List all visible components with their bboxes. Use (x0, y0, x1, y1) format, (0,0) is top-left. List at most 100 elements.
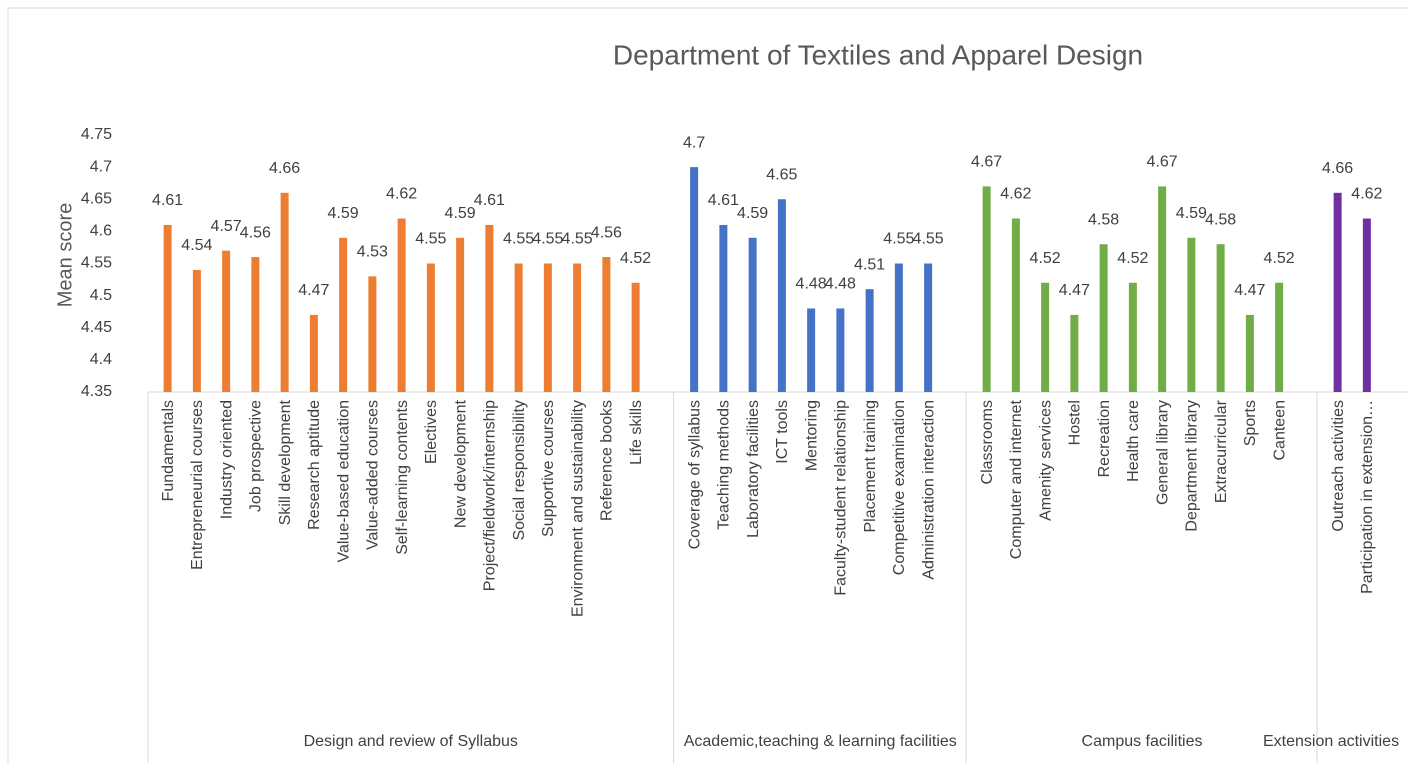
bar (1362, 218, 1371, 392)
value-label: 4.61 (474, 192, 505, 209)
x-tick-label: Value-added courses (365, 400, 382, 550)
x-tick-label: Mentoring (803, 400, 820, 471)
bar (1216, 244, 1225, 392)
x-tick-label: Faculty-student relationship (833, 400, 850, 596)
x-tick-label: Project/fieldwork/internship (482, 400, 499, 591)
value-label: 4.54 (181, 237, 212, 254)
y-axis-label: Mean score (54, 203, 76, 308)
bar (251, 257, 260, 392)
x-tick-label: Life skills (628, 400, 645, 465)
bar (1099, 244, 1108, 392)
bar (485, 224, 494, 392)
bar (924, 263, 933, 392)
bar (1158, 186, 1167, 392)
value-label: 4.57 (211, 218, 242, 235)
value-label: 4.66 (269, 160, 300, 177)
bar (309, 314, 318, 392)
value-label: 4.58 (1088, 211, 1119, 228)
x-tick-label: Environment and sustainability (569, 400, 586, 617)
x-tick-label: Entrepreneurial courses (189, 400, 206, 570)
value-label: 4.52 (620, 250, 651, 267)
value-label: 4.59 (1176, 205, 1207, 222)
bar (690, 167, 699, 392)
bar (631, 282, 640, 392)
value-label: 4.65 (766, 166, 797, 183)
value-label: 4.7 (683, 134, 705, 151)
y-tick-label: 4.55 (81, 255, 112, 272)
x-tick-label: Social responsibility (511, 400, 528, 541)
value-label: 4.55 (883, 231, 914, 248)
value-label: 4.62 (1351, 186, 1382, 203)
x-tick-label: Outreach activities (1330, 400, 1347, 532)
value-label: 4.66 (1322, 160, 1353, 177)
bar (426, 263, 435, 392)
value-label: 4.56 (591, 224, 622, 241)
bar (192, 269, 201, 392)
x-tick-label: Placement training (862, 400, 879, 533)
bar (397, 218, 406, 392)
bar (602, 257, 611, 392)
bar (1041, 282, 1050, 392)
y-tick-label: 4.75 (81, 126, 112, 143)
group-label: Extension activities (1263, 733, 1399, 750)
x-tick-label: Supportive courses (540, 400, 557, 537)
value-label: 4.53 (357, 244, 388, 261)
x-tick-label: Canteen (1271, 400, 1288, 461)
x-tick-label: Computer and internet (1008, 399, 1025, 559)
x-tick-label: Health care (1125, 400, 1142, 482)
value-label: 4.55 (913, 231, 944, 248)
bar (163, 224, 172, 392)
bar (514, 263, 523, 392)
x-tick-label: Laboratory facilities (745, 400, 762, 538)
value-label: 4.47 (298, 282, 329, 299)
value-label: 4.59 (328, 205, 359, 222)
y-tick-label: 4.6 (90, 223, 112, 240)
value-label: 4.56 (240, 224, 271, 241)
x-tick-label: Sports (1242, 400, 1259, 446)
x-tick-label: Participation in extension… (1359, 400, 1376, 594)
bar (368, 276, 377, 392)
value-label: 4.67 (1147, 154, 1178, 171)
group-label: Academic,teaching & learning facilities (684, 733, 957, 750)
bar (865, 289, 874, 392)
value-label: 4.62 (386, 186, 417, 203)
y-tick-label: 4.5 (90, 287, 112, 304)
x-tick-label: Administration interaction (920, 400, 937, 580)
x-tick-label: Reference books (599, 400, 616, 521)
value-label: 4.51 (854, 256, 885, 273)
bar (836, 308, 845, 392)
bar (1333, 192, 1342, 392)
y-tick-label: 4.35 (81, 383, 112, 400)
bar (1070, 314, 1079, 392)
bar (1245, 314, 1254, 392)
value-label: 4.58 (1205, 211, 1236, 228)
x-tick-label: Industry oriented (218, 400, 235, 519)
x-tick-label: Skill development (277, 399, 294, 525)
bar (1275, 282, 1284, 392)
bar (222, 250, 231, 392)
x-tick-label: Teaching methods (716, 400, 733, 530)
x-tick-label: New development (452, 399, 469, 528)
x-tick-label: Recreation (1096, 400, 1113, 477)
bar (1128, 282, 1137, 392)
x-tick-label: Job prospective (248, 400, 265, 512)
bar (719, 224, 728, 392)
value-label: 4.47 (1234, 282, 1265, 299)
bar (982, 186, 991, 392)
x-tick-label: ICT tools (774, 400, 791, 464)
x-tick-label: Electives (423, 400, 440, 464)
value-label: 4.62 (1000, 186, 1031, 203)
value-label: 4.48 (796, 276, 827, 293)
x-tick-label: Amenity services (1037, 400, 1054, 521)
value-label: 4.52 (1117, 250, 1148, 267)
value-label: 4.52 (1264, 250, 1295, 267)
x-tick-label: Department library (1184, 400, 1201, 532)
bar (807, 308, 816, 392)
x-tick-label: Fundamentals (160, 400, 177, 501)
value-label: 4.59 (445, 205, 476, 222)
bar (339, 237, 348, 392)
bar (1011, 218, 1020, 392)
x-tick-label: General library (1154, 400, 1171, 505)
chart-border (7, 7, 1408, 763)
y-tick-label: 4.7 (90, 158, 112, 175)
